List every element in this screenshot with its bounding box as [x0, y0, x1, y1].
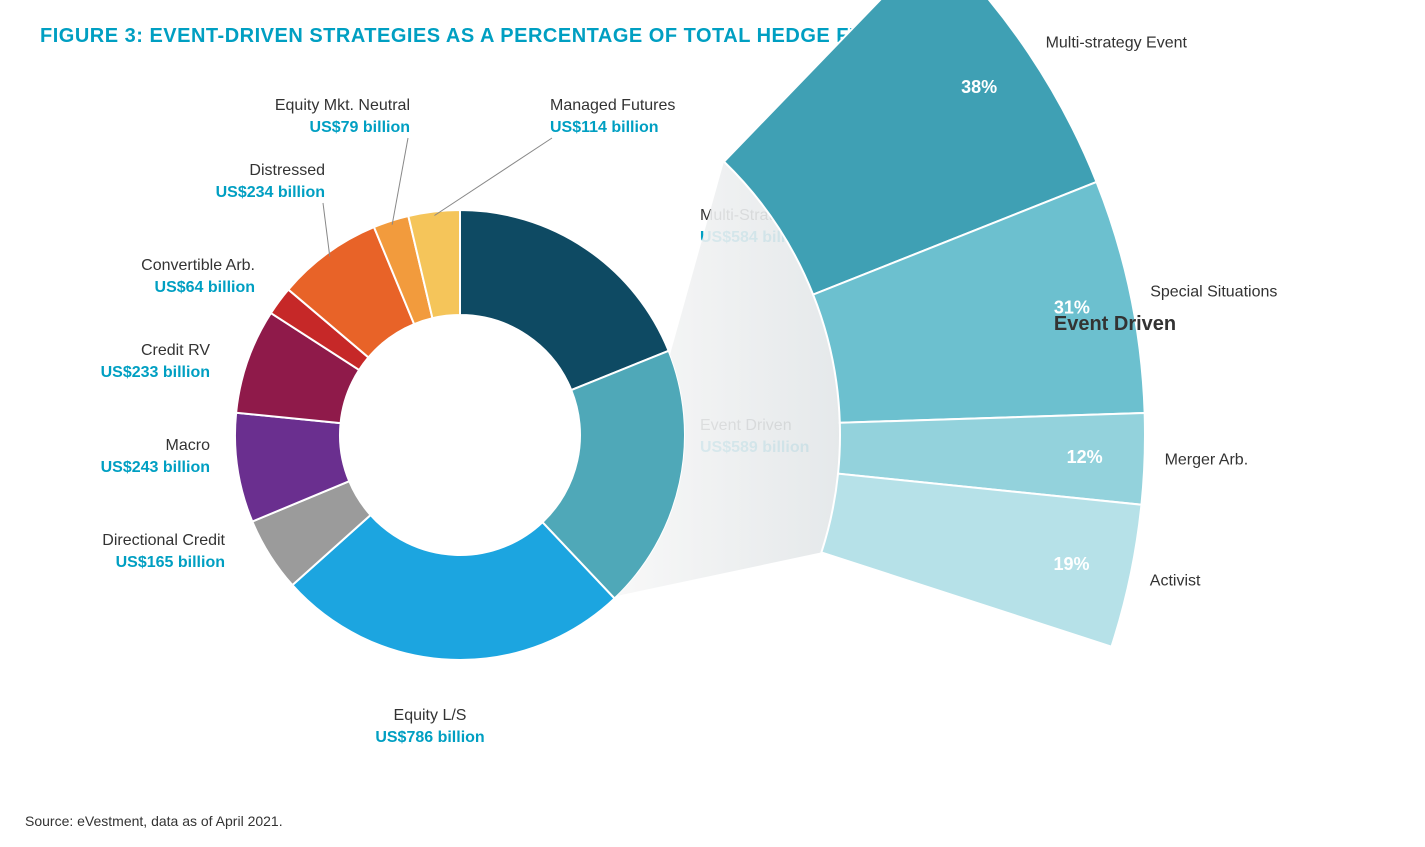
breakout-pct: 38%	[961, 77, 997, 97]
slice-label-name: Equity Mkt. Neutral	[275, 97, 410, 114]
breakout-band-name: Merger Arb.	[1165, 452, 1249, 469]
slice-label-name: Distressed	[249, 162, 325, 179]
leader-line	[392, 138, 408, 225]
leader-line	[323, 203, 330, 256]
slice-label-name: Managed Futures	[550, 97, 675, 114]
leader-line	[434, 138, 552, 215]
slice-label-name: Macro	[166, 437, 211, 454]
breakout-band	[821, 474, 1141, 647]
breakout-pct: 19%	[1054, 554, 1090, 574]
slice-label-value: US$233 billion	[101, 364, 210, 381]
slice-label-value: US$79 billion	[310, 119, 410, 136]
slice-label-name: Credit RV	[141, 342, 210, 359]
breakout-band-name: Multi-strategy Event	[1046, 34, 1188, 51]
slice-label-name: Equity L/S	[394, 707, 467, 724]
slice-label-value: US$165 billion	[116, 554, 225, 571]
breakout-band-name: Activist	[1150, 573, 1201, 590]
slice-label-value: US$64 billion	[155, 279, 255, 296]
breakout-pct: 31%	[1054, 298, 1090, 318]
breakout-band-name: Special Situations	[1150, 283, 1277, 300]
figure-svg: Multi-StrategyUS$584 billionEvent Driven…	[0, 0, 1425, 847]
slice-label-name: Directional Credit	[102, 532, 225, 549]
slice-label-value: US$243 billion	[101, 459, 210, 476]
slice-label-value: US$114 billion	[550, 119, 658, 136]
slice-label-value: US$234 billion	[216, 184, 325, 201]
slice-label-value: US$786 billion	[375, 729, 484, 746]
slice-label-name: Convertible Arb.	[141, 257, 255, 274]
breakout-pct: 12%	[1067, 447, 1103, 467]
